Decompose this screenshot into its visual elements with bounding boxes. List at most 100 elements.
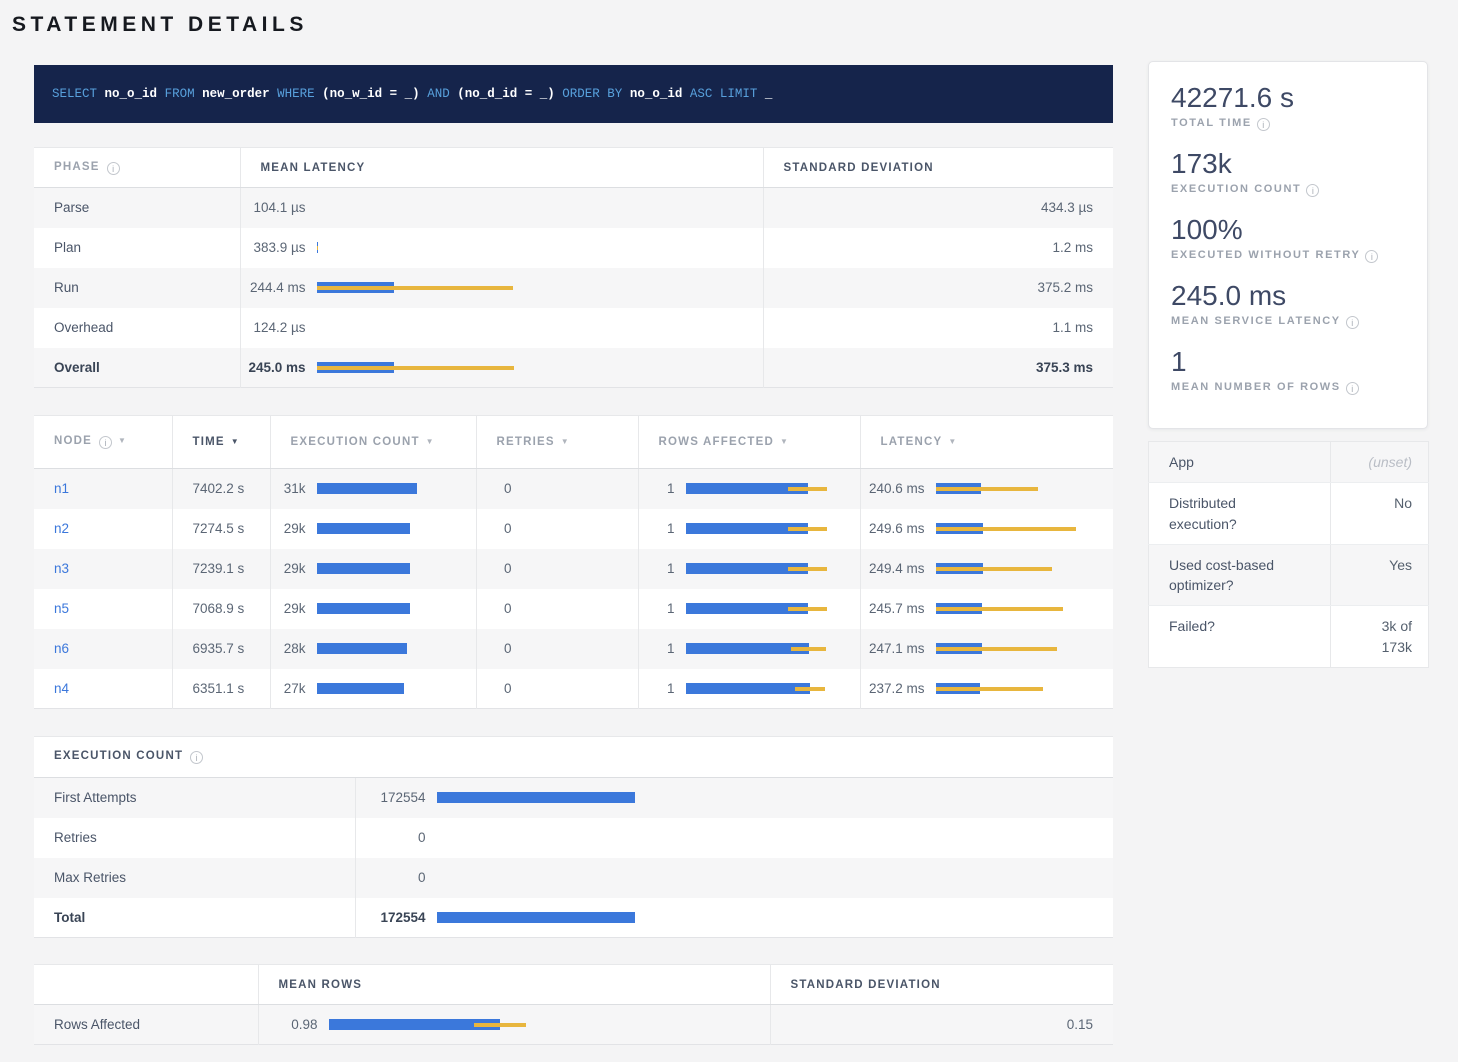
column-label: STANDARD DEVIATION (790, 978, 941, 991)
summary-stat: 1 MEAN NUMBER OF ROWS i (1171, 346, 1407, 395)
summary-stat: 100% EXECUTED WITHOUT RETRY i (1171, 214, 1407, 263)
cell-value: 249.6 ms (868, 521, 925, 536)
bar-stdev-segment (787, 527, 828, 531)
node-link[interactable]: n4 (54, 680, 70, 696)
cell-value: 0 (503, 521, 512, 536)
node-col-execution-count-header[interactable]: EXECUTION COUNT ▼ (269, 415, 476, 469)
attribute-value: Yes (1330, 544, 1429, 607)
latency-cell: 237.2 ms (859, 668, 1113, 709)
retries-cell: 0 (475, 668, 638, 709)
stat-label-text: EXECUTED WITHOUT RETRY (1171, 249, 1361, 261)
latency-cell: 245.7 ms (859, 588, 1113, 629)
bar-mean-segment (316, 563, 410, 574)
node-col-rows-affected-header[interactable]: ROWS AFFECTED ▼ (637, 415, 860, 469)
cell-value: 245.0 ms (248, 359, 306, 375)
sql-statement: SELECT no_o_id FROM new_order WHERE (no_… (34, 65, 1113, 123)
sort-desc-icon[interactable]: ▼ (425, 437, 435, 446)
node-row: n5 7068.9 s 29k 0 1 245.7 ms (34, 588, 1113, 629)
time-cell: 7402.2 s (171, 468, 270, 509)
column-label: MEAN ROWS (278, 978, 363, 991)
stat-label: MEAN SERVICE LATENCY i (1171, 315, 1407, 329)
count-bar (316, 523, 417, 534)
cell-value: 0 (503, 601, 512, 616)
info-icon[interactable]: i (106, 161, 120, 175)
column-label: NODE (54, 435, 93, 447)
mean-latency-cell: 124.2 µs (239, 307, 763, 348)
execution-count-cell: 29k (269, 508, 476, 549)
node-link[interactable]: n3 (54, 561, 70, 576)
sort-desc-icon[interactable]: ▼ (230, 437, 240, 446)
column-label: MEAN LATENCY (260, 161, 366, 174)
info-icon[interactable]: i (99, 436, 113, 449)
count-bar (316, 682, 417, 694)
sql-identifier: no_o_id (104, 87, 158, 101)
sql-identifier: _ (764, 87, 773, 101)
sql-keyword: SELECT (52, 87, 98, 101)
node-col-latency-header[interactable]: LATENCY ▼ (859, 415, 1113, 469)
summary-stat: 42271.6 s TOTAL TIME i (1171, 82, 1407, 131)
execution-count-table: EXECUTION COUNT i First Attempts 172554 Ret… (34, 736, 1114, 938)
cell-value: 383.9 µs (253, 240, 306, 255)
rows-affected-cell: 1 (637, 668, 860, 709)
count-bar (316, 563, 417, 574)
bar-mean-segment (685, 483, 808, 495)
node-row: n6 6935.7 s 28k 0 1 247.1 ms (34, 628, 1113, 669)
sort-desc-icon[interactable]: ▼ (779, 437, 790, 446)
node-link[interactable]: n2 (54, 521, 70, 536)
retries-cell: 0 (475, 468, 638, 509)
info-icon[interactable]: i (1256, 118, 1270, 131)
bar-stdev-segment (473, 1023, 527, 1027)
phase-latency-table: PHASE i MEAN LATENCY STANDARD DEVIATION Par… (34, 147, 1113, 388)
cell-value: 0.98 (291, 1017, 318, 1032)
phase-row: Parse 104.1 µs 434.3 µs (34, 187, 1113, 228)
attempt-type-label: Retries (54, 830, 97, 845)
info-icon[interactable]: i (1345, 382, 1359, 395)
node-col-retries-header[interactable]: RETRIES ▼ (475, 415, 638, 469)
bar-stdev-segment (795, 686, 825, 691)
node-col-time-header[interactable]: TIME ▼ (171, 415, 270, 469)
attempt-count-cell: 0 (354, 857, 1114, 898)
stat-label: EXECUTED WITHOUT RETRY i (1171, 249, 1407, 263)
sort-desc-icon[interactable]: ▼ (118, 436, 128, 445)
phase-row: Overall 245.0 ms 375.3 ms (34, 347, 1113, 388)
mean-stdev-bar (317, 202, 514, 213)
attribute-value: 3k of 173k (1330, 605, 1429, 668)
bar-mean-segment (316, 682, 404, 694)
phase-row: Overhead 124.2 µs 1.1 ms (34, 307, 1113, 348)
sort-desc-icon[interactable]: ▼ (560, 437, 570, 446)
node-link[interactable]: n1 (54, 481, 70, 497)
sort-desc-icon[interactable]: ▼ (948, 437, 958, 446)
node-col-node-header[interactable]: NODE i ▼ (34, 415, 172, 469)
phase-name: Overhead (54, 320, 114, 335)
info-icon[interactable]: i (1306, 184, 1320, 197)
cell-value: 245.7 ms (868, 601, 925, 616)
stat-label-text: TOTAL TIME (1171, 117, 1252, 129)
cell-value: 1 (666, 641, 675, 656)
cell-value: 0 (503, 561, 512, 576)
mean-stdev-bar (316, 242, 514, 253)
column-label: STANDARD DEVIATION (783, 161, 934, 174)
sql-keyword: AND (427, 87, 450, 101)
attempt-type-label: Max Retries (54, 870, 127, 885)
cell-value: 0 (417, 870, 426, 885)
info-icon[interactable]: i (190, 751, 204, 764)
rows-affected-row: Rows Affected 0.98 0.15 (34, 1004, 1113, 1045)
node-cell: n3 (34, 549, 172, 589)
rows-affected-cell: 1 (637, 588, 860, 629)
summary-stats-card: 42271.6 s TOTAL TIME i 173k EXECUTION COUNT i… (1148, 61, 1428, 429)
mean-stdev-bar (685, 483, 828, 495)
attribute-row: Used cost-based optimizer? Yes (1148, 544, 1429, 607)
page-title: STATEMENT DETAILS (12, 13, 308, 36)
cell-value: 27k (283, 680, 306, 696)
retries-cell: 0 (475, 588, 638, 629)
info-icon[interactable]: i (1365, 250, 1379, 263)
execution-count-title-text: EXECUTION COUNT (54, 750, 184, 762)
node-link[interactable]: n5 (54, 601, 70, 616)
cell-value: 172554 (380, 790, 426, 806)
bar-stdev-segment (935, 567, 1052, 571)
node-link[interactable]: n6 (54, 641, 70, 656)
info-icon[interactable]: i (1345, 316, 1359, 329)
stat-label: TOTAL TIME i (1171, 117, 1407, 131)
cell-value: 29k (283, 561, 306, 576)
bar-stdev-segment (316, 246, 318, 250)
